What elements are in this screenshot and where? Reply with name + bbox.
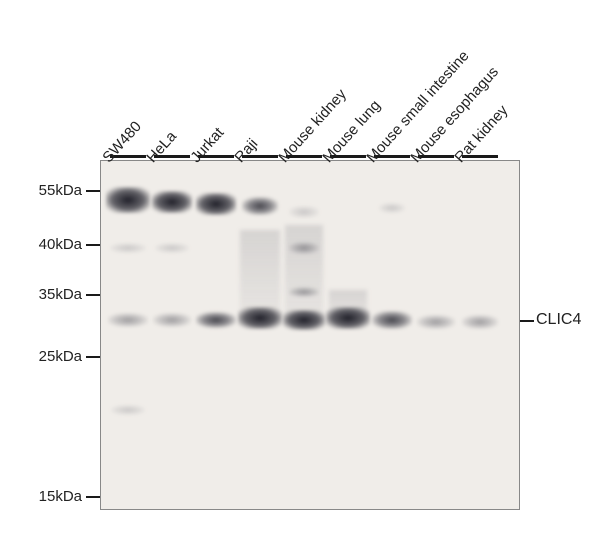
marker-tick bbox=[86, 190, 100, 192]
marker-label: 15kDa bbox=[0, 488, 82, 505]
blot-band bbox=[326, 307, 370, 329]
blot-band bbox=[196, 312, 236, 328]
blot-smear bbox=[285, 225, 323, 315]
blot-band bbox=[289, 206, 319, 218]
blot-band bbox=[379, 203, 405, 213]
blot-band bbox=[152, 191, 192, 213]
blot-smear bbox=[240, 230, 280, 310]
blot-band bbox=[110, 243, 146, 253]
blot-band bbox=[289, 242, 319, 254]
marker-tick bbox=[86, 496, 100, 498]
blot-band bbox=[111, 405, 145, 415]
marker-tick bbox=[86, 294, 100, 296]
target-label: CLIC4 bbox=[536, 311, 581, 329]
marker-tick bbox=[86, 356, 100, 358]
blot-band bbox=[462, 315, 498, 329]
blot-band bbox=[417, 315, 455, 329]
lane-label: SW480 bbox=[99, 118, 145, 166]
blot-band bbox=[106, 187, 150, 213]
blot-band bbox=[238, 307, 282, 329]
blot-band bbox=[242, 197, 278, 215]
blot-band bbox=[196, 193, 236, 215]
marker-label: 55kDa bbox=[0, 182, 82, 199]
blot-band bbox=[283, 310, 325, 330]
blot-band bbox=[289, 287, 319, 297]
marker-label: 40kDa bbox=[0, 236, 82, 253]
marker-label: 25kDa bbox=[0, 348, 82, 365]
blot-band bbox=[372, 311, 412, 329]
blot-band bbox=[108, 313, 148, 327]
blot-band bbox=[153, 313, 191, 327]
marker-tick bbox=[86, 244, 100, 246]
marker-label: 35kDa bbox=[0, 286, 82, 303]
target-tick bbox=[520, 320, 534, 322]
western-blot-figure: SW480HeLaJurkatRajiMouse kidneyMouse lun… bbox=[0, 0, 590, 534]
blot-band bbox=[155, 243, 189, 253]
